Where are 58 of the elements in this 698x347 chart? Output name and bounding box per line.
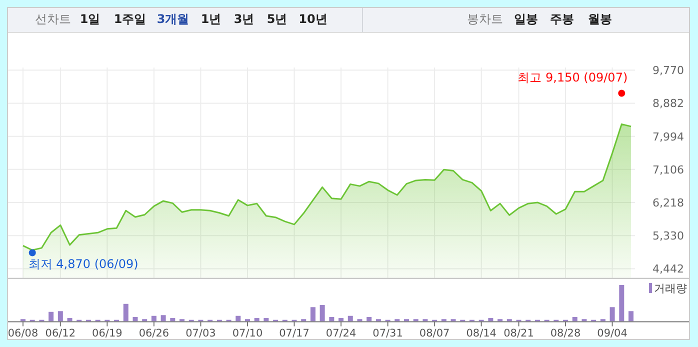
text: 1일: [80, 12, 100, 26]
bar: [320, 304, 325, 322]
bar: [264, 318, 269, 322]
text: 봉차트: [467, 12, 503, 26]
y-tick-label: 5,330: [652, 230, 684, 243]
bar: [619, 285, 624, 322]
text: 3년: [234, 12, 254, 26]
bar: [132, 316, 138, 322]
x-tick-label: 07/17: [279, 327, 310, 340]
text: 10년: [298, 12, 328, 26]
x-tick-label: 09/04: [597, 327, 628, 340]
y-tick-label: 7,994: [652, 130, 684, 144]
y-tick-label: 6,218: [652, 196, 684, 210]
bar: [254, 318, 260, 322]
bar: [170, 318, 176, 322]
text: 5년: [266, 12, 288, 26]
x-tick-label: 08/28: [550, 327, 581, 340]
bar: [236, 316, 241, 322]
bar: [123, 304, 128, 322]
text: 선차트: [35, 12, 71, 26]
text: 일봉: [514, 12, 538, 26]
y-tick-label: 8,882: [652, 97, 684, 110]
x-tick-label: 07/24: [326, 327, 356, 340]
x-tick-label: 08/07: [419, 327, 450, 340]
legend-label: 거래량: [654, 282, 687, 295]
bar: [628, 311, 634, 322]
x-tick-label: 06/26: [138, 327, 170, 340]
x-tick-label: 06/19: [92, 327, 122, 340]
text: 1주일: [114, 12, 146, 26]
text: 월봉: [588, 12, 612, 26]
annotation: 최저 4,870 (06/09): [28, 256, 138, 271]
bar: [48, 312, 54, 322]
bar: [488, 318, 494, 322]
x-tick-label: 07/31: [372, 327, 403, 340]
bar: [572, 316, 578, 322]
bar: [58, 311, 63, 322]
y-tick-label: 4,442: [652, 262, 684, 276]
y-tick-label: 9,770: [652, 64, 684, 78]
x-tick-label: 08/14: [466, 327, 497, 340]
bar: [67, 318, 72, 322]
x-tick-label: 08/21: [504, 327, 534, 340]
bar: [160, 315, 166, 322]
bar: [310, 307, 316, 322]
bar: [338, 318, 344, 322]
x-tick-label: 07/03: [186, 327, 216, 340]
text: 3개월: [156, 12, 190, 26]
text: 1년: [200, 12, 222, 26]
bar: [348, 316, 353, 322]
bar: [329, 316, 334, 322]
x-tick-label: 06/08: [8, 327, 38, 340]
bar: [366, 316, 372, 322]
text: 주봉: [550, 12, 574, 26]
bar: [610, 307, 615, 322]
y-tick-label: 7,106: [652, 163, 684, 176]
annotation: 최고 9,150 (09/07): [518, 70, 628, 84]
bar: [151, 316, 156, 322]
x-tick-label: 06/12: [45, 327, 76, 340]
x-tick-label: 07/10: [232, 327, 263, 340]
